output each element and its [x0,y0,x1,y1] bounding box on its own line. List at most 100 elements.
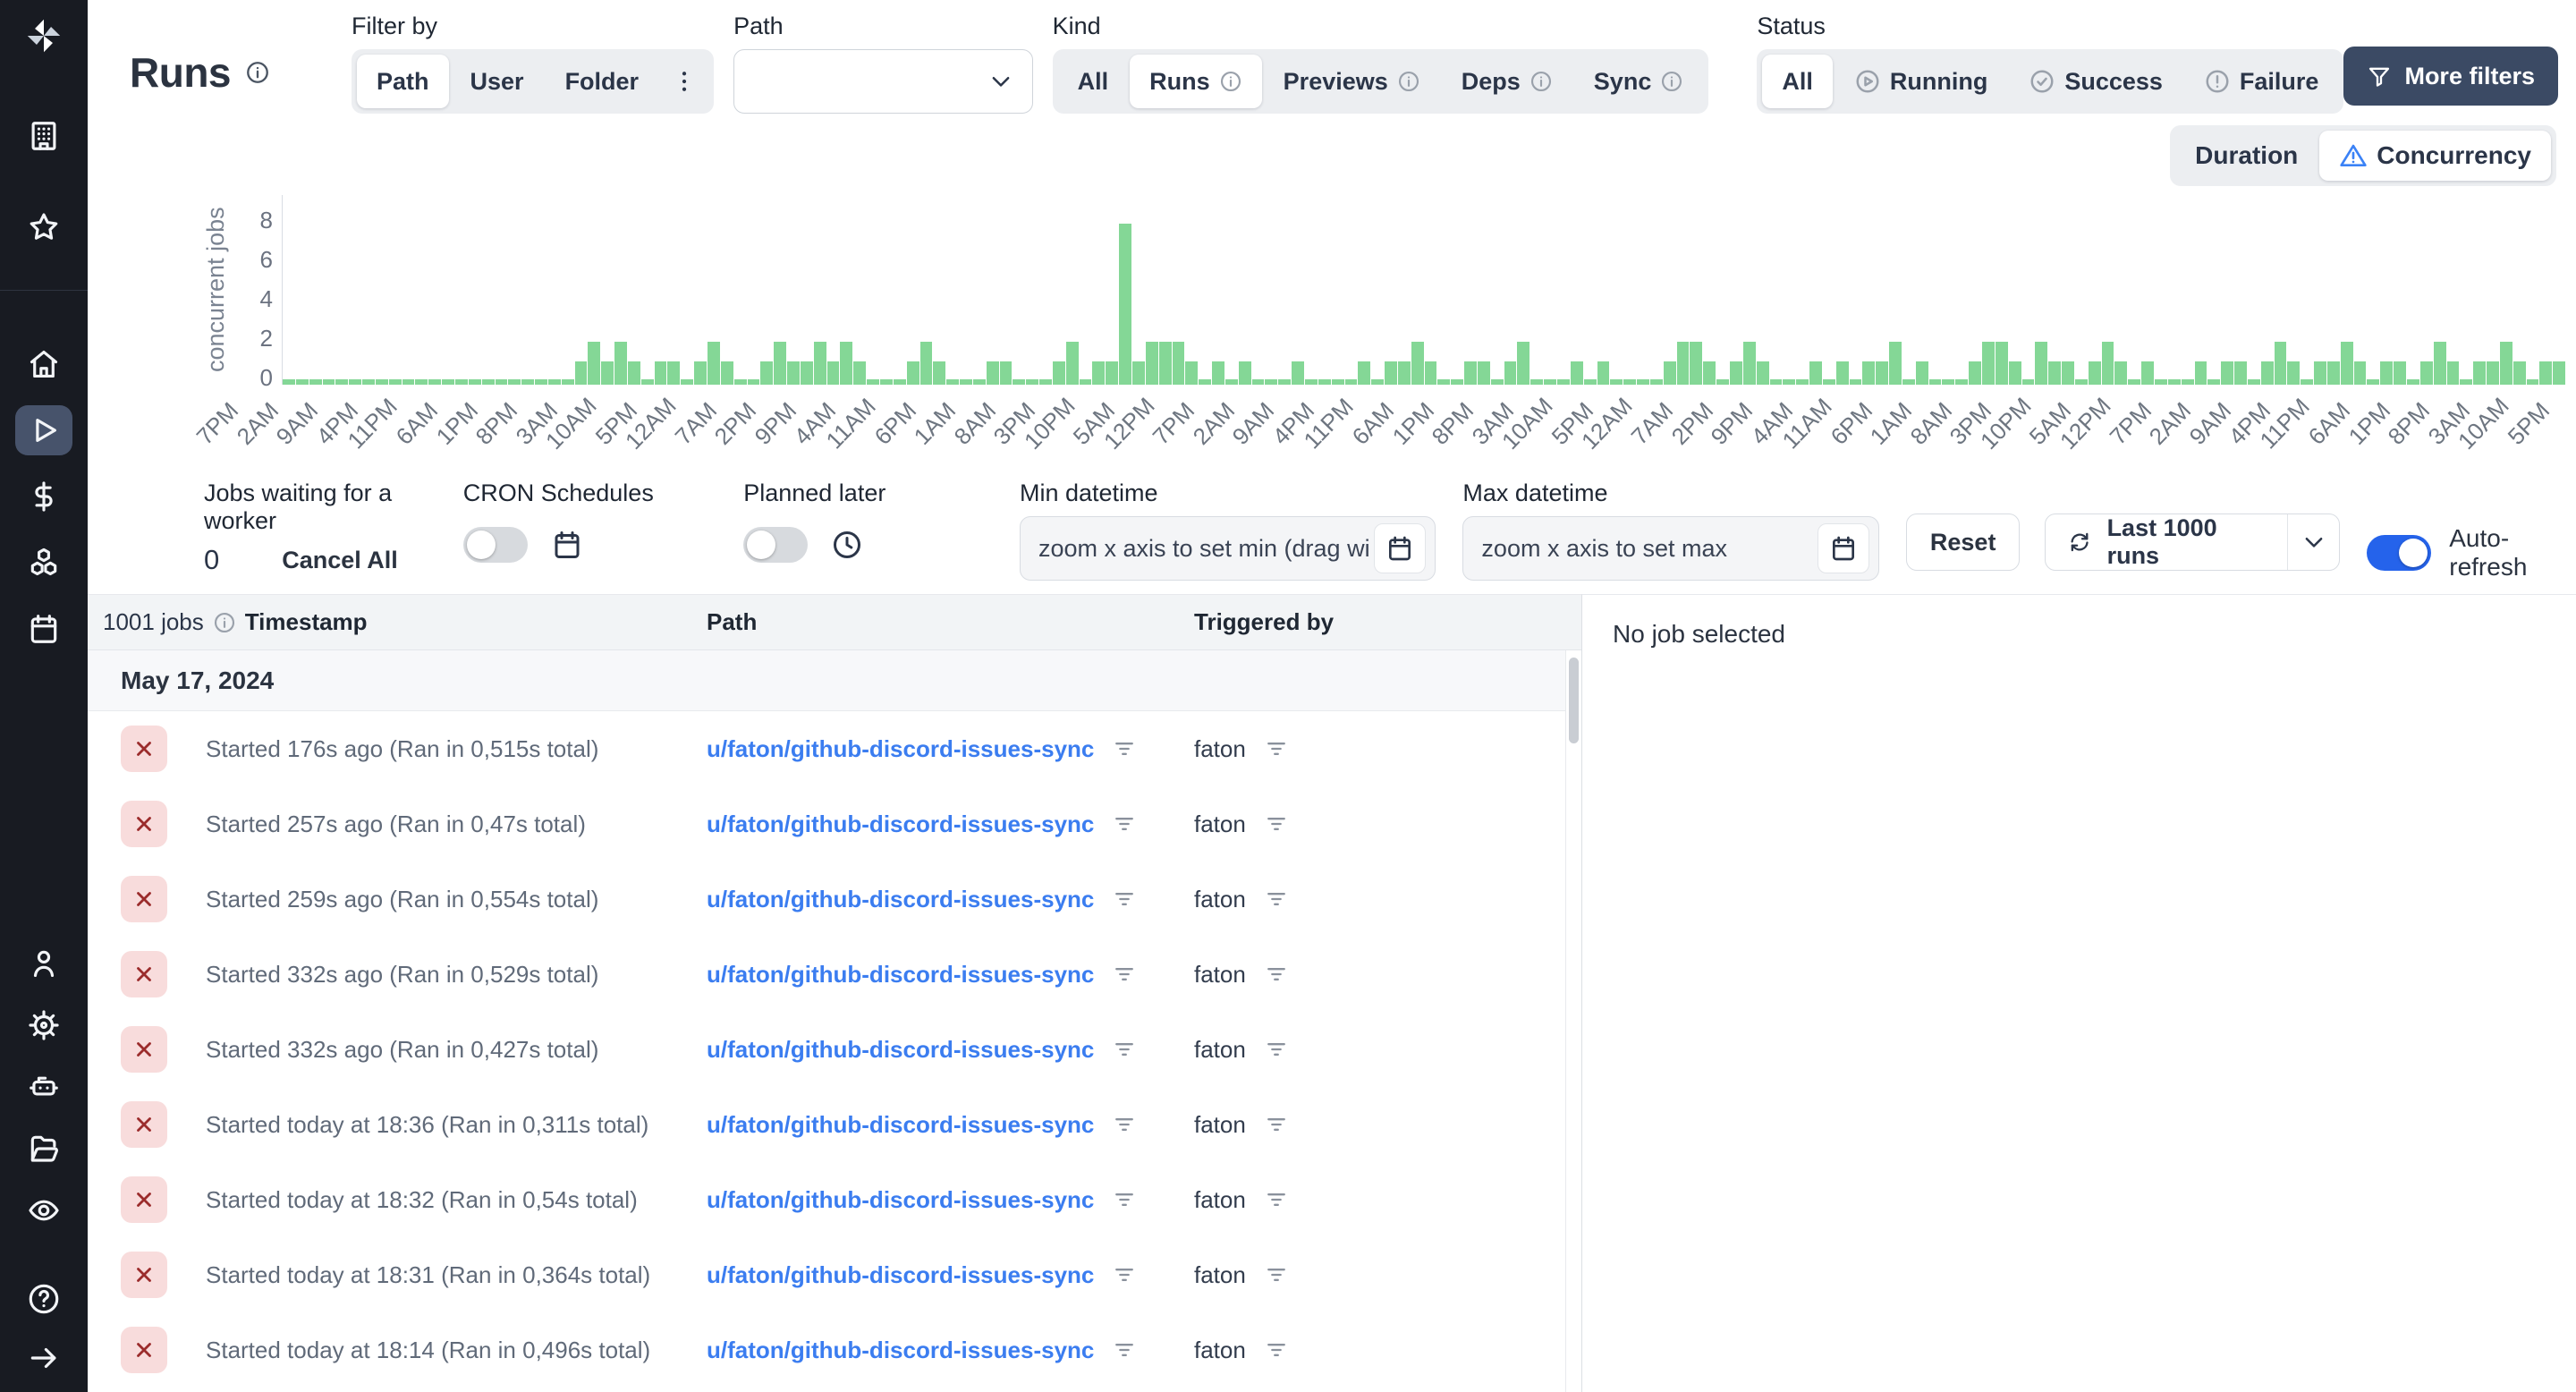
kind-sync[interactable]: Sync [1574,55,1704,108]
filter-icon[interactable] [1112,1337,1137,1362]
table-row[interactable]: Started 176s ago (Ran in 0,515s total) u… [88,711,1581,786]
auto-refresh-label: Auto-refresh [2449,524,2528,581]
table-row[interactable]: Started 259s ago (Ran in 0,554s total) u… [88,862,1581,937]
windmill-logo[interactable] [21,13,67,59]
job-path-link[interactable]: u/faton/github-discord-issues-sync [707,960,1095,988]
settings-icon[interactable] [15,1000,72,1050]
cron-schedules-toggle[interactable] [462,527,528,563]
min-datetime-calendar-button[interactable] [1374,523,1427,573]
chart-plot-area[interactable] [282,195,2566,385]
max-datetime-calendar-button[interactable] [1817,523,1869,573]
filter-icon[interactable] [1264,887,1289,912]
auto-refresh-toggle[interactable] [2367,535,2432,571]
job-path-link[interactable]: u/faton/github-discord-issues-sync [707,1260,1095,1288]
filter-icon[interactable] [1112,1112,1137,1137]
home-icon[interactable] [15,339,72,389]
reset-button[interactable]: Reset [1905,514,2021,571]
job-path-link[interactable]: u/faton/github-discord-issues-sync [707,810,1095,837]
info-icon[interactable] [245,60,270,85]
job-triggered-by: faton [1194,1035,1246,1063]
filter-icon[interactable] [1264,1187,1289,1212]
status-failure[interactable]: Failure [2184,55,2339,108]
filter-by-more-button[interactable] [660,55,708,108]
info-icon[interactable] [1660,70,1683,93]
info-icon[interactable] [1219,70,1242,93]
scrollbar-thumb[interactable] [1569,658,1579,743]
workspace-icon[interactable] [15,111,72,161]
filter-icon[interactable] [1112,1262,1137,1287]
job-path-link[interactable]: u/faton/github-discord-issues-sync [707,885,1095,912]
filter-icon[interactable] [1264,811,1289,836]
filter-icon[interactable] [1264,1262,1289,1287]
job-path-link[interactable]: u/faton/github-discord-issues-sync [707,1035,1095,1063]
filter-icon[interactable] [1264,1037,1289,1062]
status-all[interactable]: All [1762,55,1833,108]
list-scrollbar[interactable] [1565,650,1581,1392]
table-row[interactable]: Started today at 18:14 (Ran in 0,496s to… [88,1312,1581,1388]
table-row[interactable]: Started today at 18:31 (Ran in 0,364s to… [88,1237,1581,1312]
filter-by-path[interactable]: Path [357,55,449,108]
min-datetime-input[interactable] [1038,534,1375,563]
info-icon[interactable] [213,611,236,634]
tab-concurrency[interactable]: Concurrency [2319,131,2551,181]
planned-later-toggle[interactable] [743,527,809,563]
filter-icon[interactable] [1264,962,1289,987]
filter-icon[interactable] [1264,1112,1289,1137]
kind-runs[interactable]: Runs [1130,55,1262,108]
job-path-link[interactable]: u/faton/github-discord-issues-sync [707,1336,1095,1363]
filter-icon[interactable] [1112,811,1137,836]
jobs-waiting-count: 0 [204,544,220,575]
runs-icon[interactable] [15,405,72,455]
kind-previews[interactable]: Previews [1264,55,1440,108]
tab-duration[interactable]: Duration [2195,141,2299,169]
help-icon[interactable] [15,1274,72,1324]
filter-by-folder[interactable]: Folder [564,67,640,95]
sidebar [0,0,88,1392]
filter-icon[interactable] [1112,887,1137,912]
max-datetime-input[interactable] [1481,534,1818,563]
filter-icon[interactable] [1112,962,1137,987]
job-triggered-by: faton [1194,1110,1246,1138]
collapse-icon[interactable] [15,1333,72,1383]
filter-icon[interactable] [1264,736,1289,761]
table-row[interactable]: Started today at 18:32 (Ran in 0,54s tot… [88,1162,1581,1237]
favorites-icon[interactable] [15,202,72,252]
filter-icon[interactable] [1112,1037,1137,1062]
resources-icon[interactable] [15,538,72,588]
filter-icon[interactable] [1112,736,1137,761]
schedules-icon[interactable] [15,604,72,654]
table-header: 1001 jobs Timestamp Path Triggered by [88,595,1581,650]
table-row[interactable]: Started 257s ago (Ran in 0,47s total) u/… [88,786,1581,862]
job-path-link[interactable]: u/faton/github-discord-issues-sync [707,734,1095,762]
audit-logs-icon[interactable] [15,1185,72,1235]
kind-deps[interactable]: Deps [1442,55,1572,108]
users-icon[interactable] [15,938,72,989]
table-row[interactable]: Started 332s ago (Ran in 0,427s total) u… [88,1012,1581,1087]
info-icon[interactable] [1530,70,1553,93]
job-triggered-by: faton [1194,1260,1246,1288]
filter-by-group: Path User Folder [352,49,715,114]
runs-count-select-chevron[interactable] [2286,514,2339,570]
job-path-link[interactable]: u/faton/github-discord-issues-sync [707,1185,1095,1213]
info-icon[interactable] [1397,70,1420,93]
table-row[interactable]: Started today at 18:36 (Ran in 0,311s to… [88,1087,1581,1162]
workers-icon[interactable] [15,1062,72,1112]
job-path-link[interactable]: u/faton/github-discord-issues-sync [707,1110,1095,1138]
more-filters-button[interactable]: More filters [2343,47,2558,106]
filter-by-user[interactable]: User [470,67,524,95]
kind-all[interactable]: All [1077,67,1109,95]
runs-count-select-main[interactable]: Last 1000 runs [2046,514,2286,570]
folders-icon[interactable] [15,1124,72,1174]
filter-icon[interactable] [1264,1337,1289,1362]
filter-icon[interactable] [1112,1187,1137,1212]
calendar-icon [1829,534,1858,563]
min-datetime-field [1019,516,1436,581]
path-select[interactable] [733,49,1033,114]
cancel-all-button[interactable]: Cancel All [282,546,398,573]
job-triggered-by: faton [1194,734,1246,762]
variables-icon[interactable] [15,471,72,522]
status-running[interactable]: Running [1835,55,2007,108]
table-row[interactable]: Started 332s ago (Ran in 0,529s total) u… [88,937,1581,1012]
status-success[interactable]: Success [2009,55,2182,108]
